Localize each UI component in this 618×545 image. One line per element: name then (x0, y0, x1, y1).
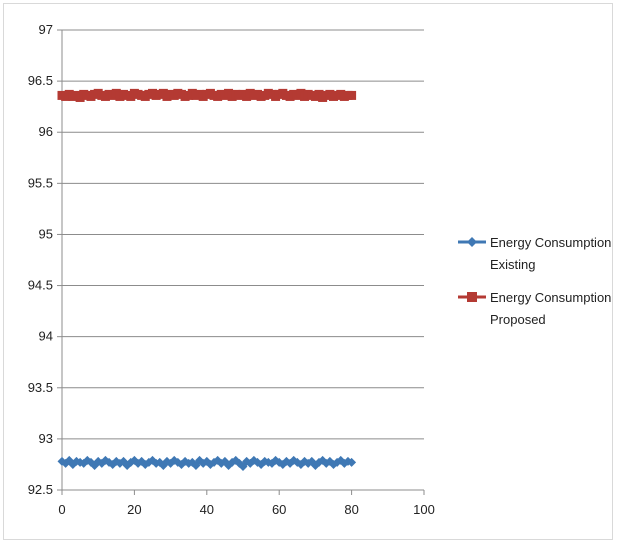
y-tick-label: 93.5 (28, 380, 53, 395)
y-tick-label: 95 (39, 226, 53, 241)
legend-label: Energy Consumption (490, 235, 611, 250)
legend-label: Existing (490, 257, 536, 272)
y-tick-label: 92.5 (28, 482, 53, 497)
x-tick-label: 0 (58, 502, 65, 517)
data-point (347, 90, 357, 100)
y-tick-label: 96 (39, 124, 53, 139)
y-tick-label: 96.5 (28, 73, 53, 88)
x-tick-label: 80 (344, 502, 358, 517)
y-tick-label: 97 (39, 22, 53, 37)
series-proposed (57, 88, 357, 102)
x-tick-label: 60 (272, 502, 286, 517)
x-tick-label: 20 (127, 502, 141, 517)
y-tick-label: 94.5 (28, 278, 53, 293)
y-tick-label: 95.5 (28, 175, 53, 190)
series-existing (57, 455, 357, 471)
x-tick-label: 40 (200, 502, 214, 517)
legend-item-proposed: Energy Consumption Proposed (458, 290, 611, 327)
y-tick-label: 94 (39, 329, 53, 344)
legend-label: Proposed (490, 312, 546, 327)
legend-marker (467, 292, 477, 302)
legend-item-existing: Energy Consumption Existing (458, 235, 611, 272)
legend-label: Energy Consumption (490, 290, 611, 305)
x-tick-label: 100 (413, 502, 435, 517)
y-tick-label: 93 (39, 431, 53, 446)
data-point (347, 457, 357, 467)
legend-marker (467, 237, 477, 247)
